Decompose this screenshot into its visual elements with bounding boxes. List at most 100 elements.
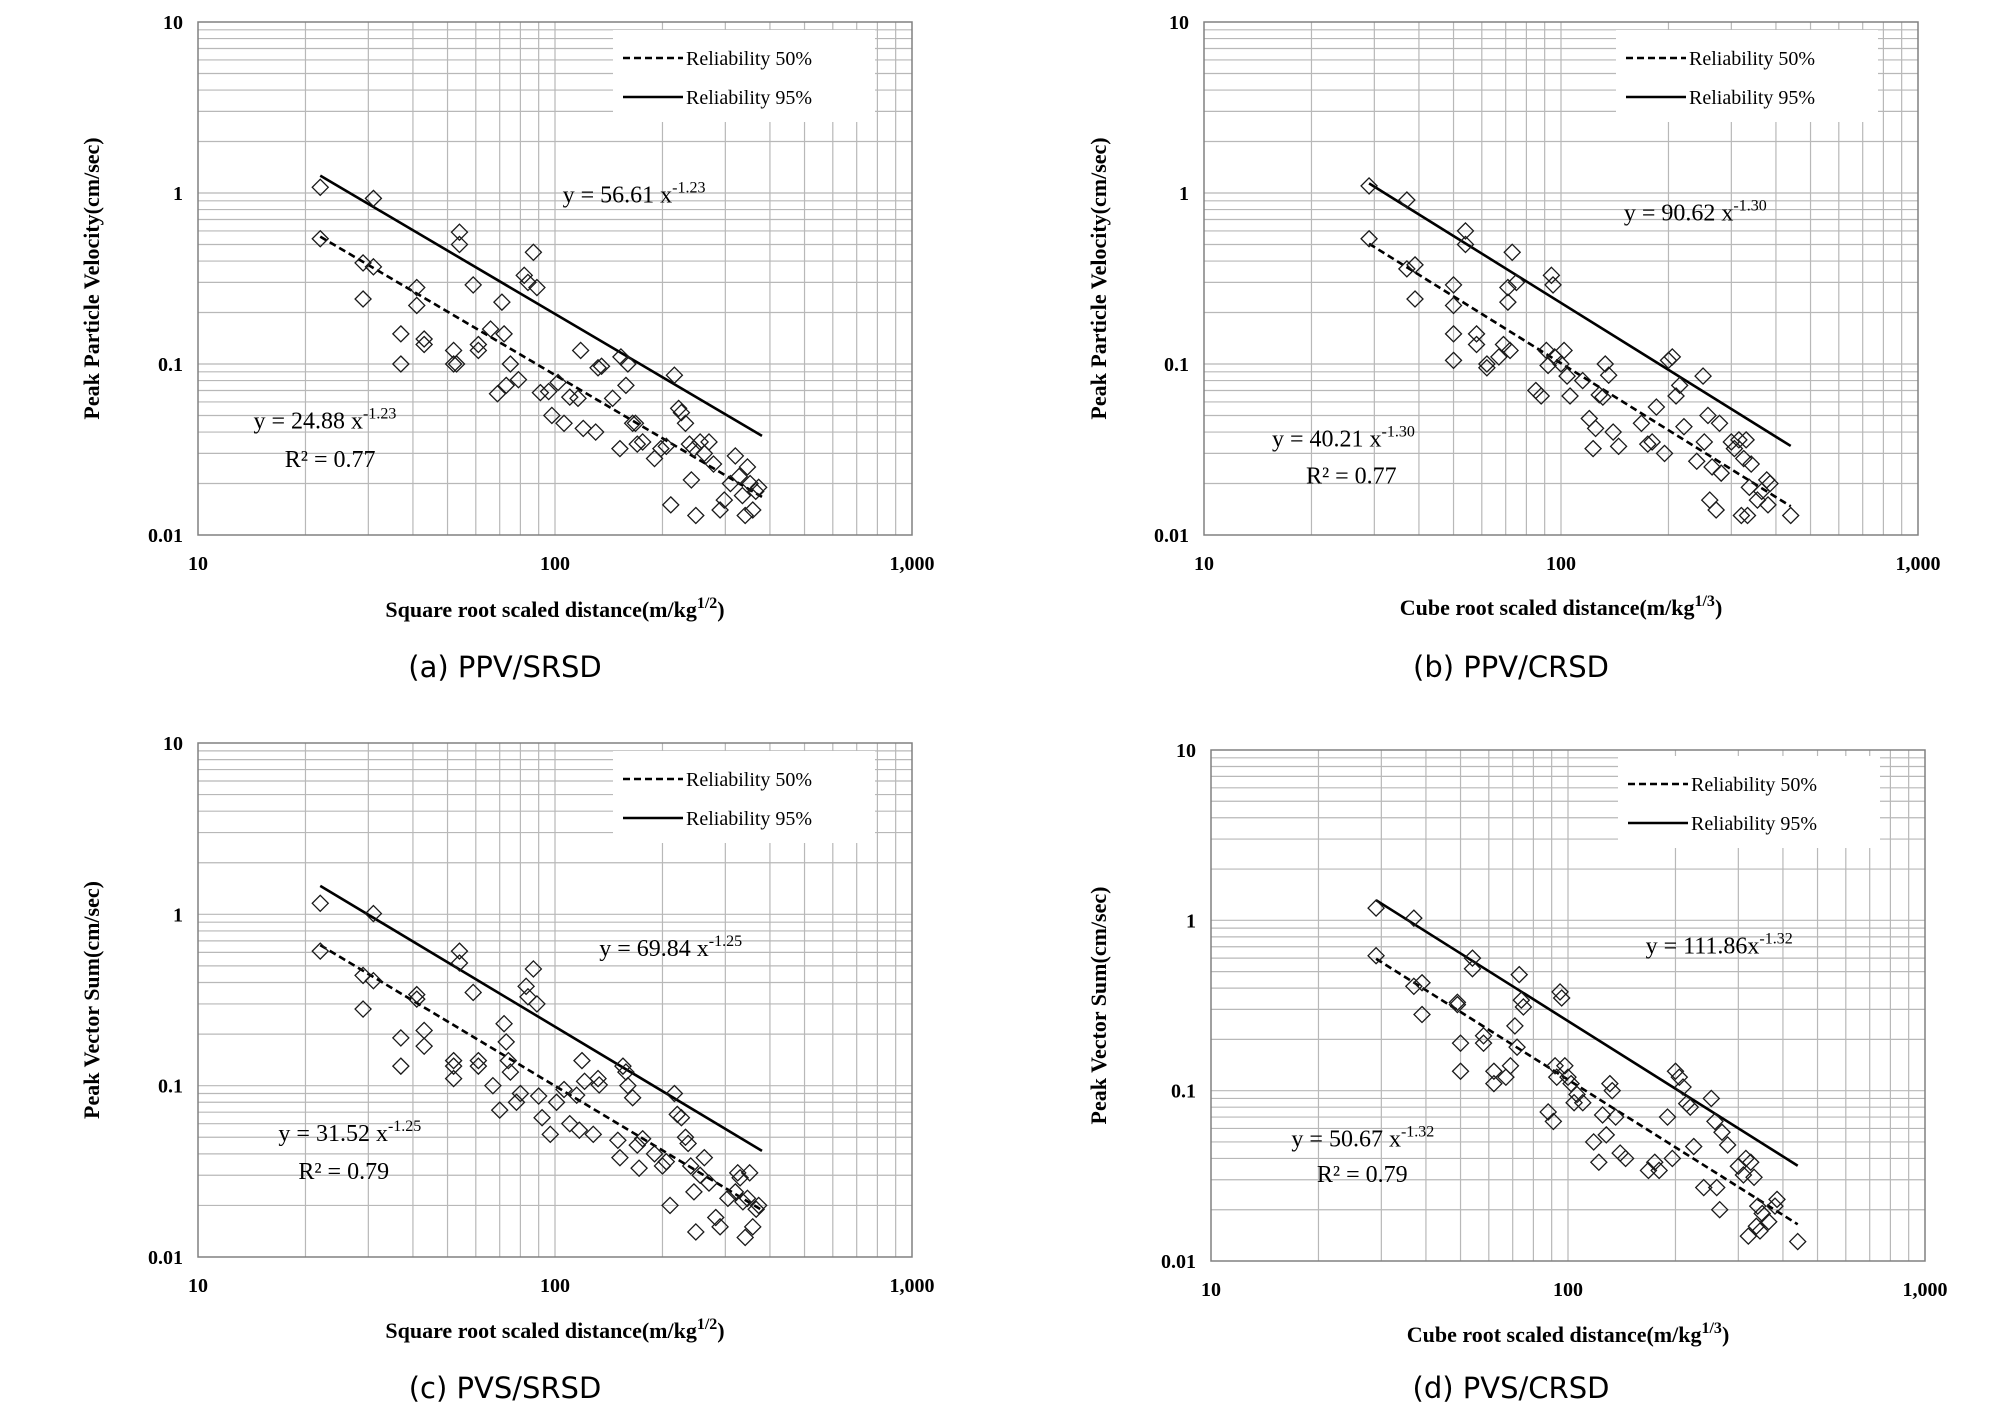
x-axis-title-b: Cube root scaled distance(m/kg1/3): [1400, 593, 1723, 620]
y-axis-title-c: Peak Vector Sum(cm/sec): [79, 881, 104, 1119]
data-point: [630, 1159, 649, 1178]
data-point: [1734, 1166, 1753, 1184]
legend-box: [613, 30, 875, 122]
data-point: [1604, 423, 1623, 441]
data-point: [1584, 439, 1603, 458]
data-point: [1593, 1106, 1612, 1124]
caption-d: (d) PVS/CRSD: [1413, 1371, 1610, 1403]
data-point: [464, 983, 483, 1002]
data-point: [570, 1121, 589, 1140]
y-tick-label: 10: [1176, 740, 1196, 762]
data-point: [1580, 409, 1599, 428]
data-point: [672, 1108, 691, 1127]
data-point: [618, 355, 637, 373]
data-point: [747, 1200, 766, 1219]
data-point: [1484, 1074, 1503, 1093]
fit-line-50: [1375, 957, 1799, 1226]
legend-label: Reliability 50%: [1689, 48, 1815, 70]
data-point: [1725, 439, 1744, 458]
data-point: [1757, 470, 1776, 489]
data-point: [555, 414, 573, 433]
data-point: [450, 235, 469, 254]
data-point: [1768, 1190, 1786, 1209]
data-point: [1568, 1085, 1586, 1104]
data-point: [657, 437, 676, 456]
y-axis-title-a: Peak Particle Velocity(cm/sec): [79, 137, 104, 419]
data-point: [584, 1125, 603, 1144]
data-point: [311, 178, 330, 197]
data-point: [407, 278, 426, 297]
fit-line-95: [1368, 182, 1792, 448]
data-point: [447, 355, 466, 373]
data-point: [1666, 1062, 1685, 1081]
data-point: [529, 1087, 548, 1105]
data-point: [364, 904, 383, 923]
data-point: [731, 1168, 750, 1187]
data-point: [1729, 430, 1748, 449]
data-point: [653, 1157, 672, 1175]
data-point: [407, 296, 426, 315]
data-point: [726, 1182, 745, 1201]
data-point: [743, 1217, 762, 1236]
data-point: [469, 1051, 488, 1070]
legend-label: Reliability 95%: [686, 87, 812, 109]
data-point: [1722, 433, 1741, 451]
data-point: [364, 971, 383, 990]
data-point: [1456, 235, 1475, 254]
y-tick-label: 1: [173, 183, 183, 205]
data-point: [541, 1125, 560, 1144]
data-point: [679, 1134, 698, 1153]
data-point: [590, 1076, 609, 1094]
equation-label: y = 31.52 x-1.25: [278, 1118, 421, 1147]
data-point: [450, 942, 469, 961]
x-tick-label: 10: [188, 553, 208, 575]
data-point: [1467, 324, 1486, 343]
data-point: [1501, 341, 1519, 360]
data-point: [1498, 293, 1517, 312]
data-points-a: [311, 178, 768, 525]
data-point: [1609, 437, 1628, 456]
data-point: [736, 1228, 755, 1247]
data-point: [628, 435, 647, 454]
data-point: [354, 1000, 372, 1018]
legend-b: Reliability 50% Reliability 95%: [1616, 30, 1878, 122]
fit-line-95: [1375, 899, 1799, 1167]
fit-lines-b: [1368, 182, 1792, 508]
data-point: [682, 470, 701, 489]
data-point: [1463, 949, 1482, 968]
data-point: [1694, 1178, 1713, 1197]
data-point: [497, 1033, 516, 1051]
data-point: [555, 1080, 573, 1099]
data-point: [1586, 419, 1605, 438]
data-point: [1448, 995, 1467, 1014]
data-point: [1589, 1153, 1608, 1172]
data-point: [623, 414, 642, 433]
data-point: [1606, 1108, 1625, 1126]
data-point: [695, 444, 714, 463]
data-point: [364, 257, 383, 276]
data-point: [1444, 324, 1463, 343]
data-point: [1718, 1136, 1737, 1154]
y-tick-labels-b: 0.01 0.1 1 10: [1154, 12, 1189, 547]
data-point: [1477, 358, 1496, 377]
data-point: [589, 1069, 607, 1088]
y-tick-label: 0.1: [1164, 354, 1189, 376]
data-point: [1397, 259, 1416, 278]
data-point: [1753, 1204, 1772, 1223]
data-point: [1514, 998, 1533, 1016]
data-point: [1590, 385, 1609, 404]
x-tick-label: 100: [1553, 1279, 1583, 1301]
data-point: [488, 384, 507, 403]
data-point: [1551, 982, 1569, 1001]
data-point: [407, 985, 426, 1004]
x-tick-labels-c: 10 100 1,000: [188, 1275, 935, 1297]
data-point: [676, 414, 695, 433]
data-point: [733, 1192, 752, 1211]
r-squared-label: R² = 0.77: [285, 447, 376, 473]
y-tick-label: 0.1: [158, 354, 183, 376]
data-point: [651, 439, 670, 458]
fit-lines-d: [1375, 899, 1799, 1226]
data-point: [1650, 1161, 1669, 1180]
data-point: [685, 439, 703, 458]
